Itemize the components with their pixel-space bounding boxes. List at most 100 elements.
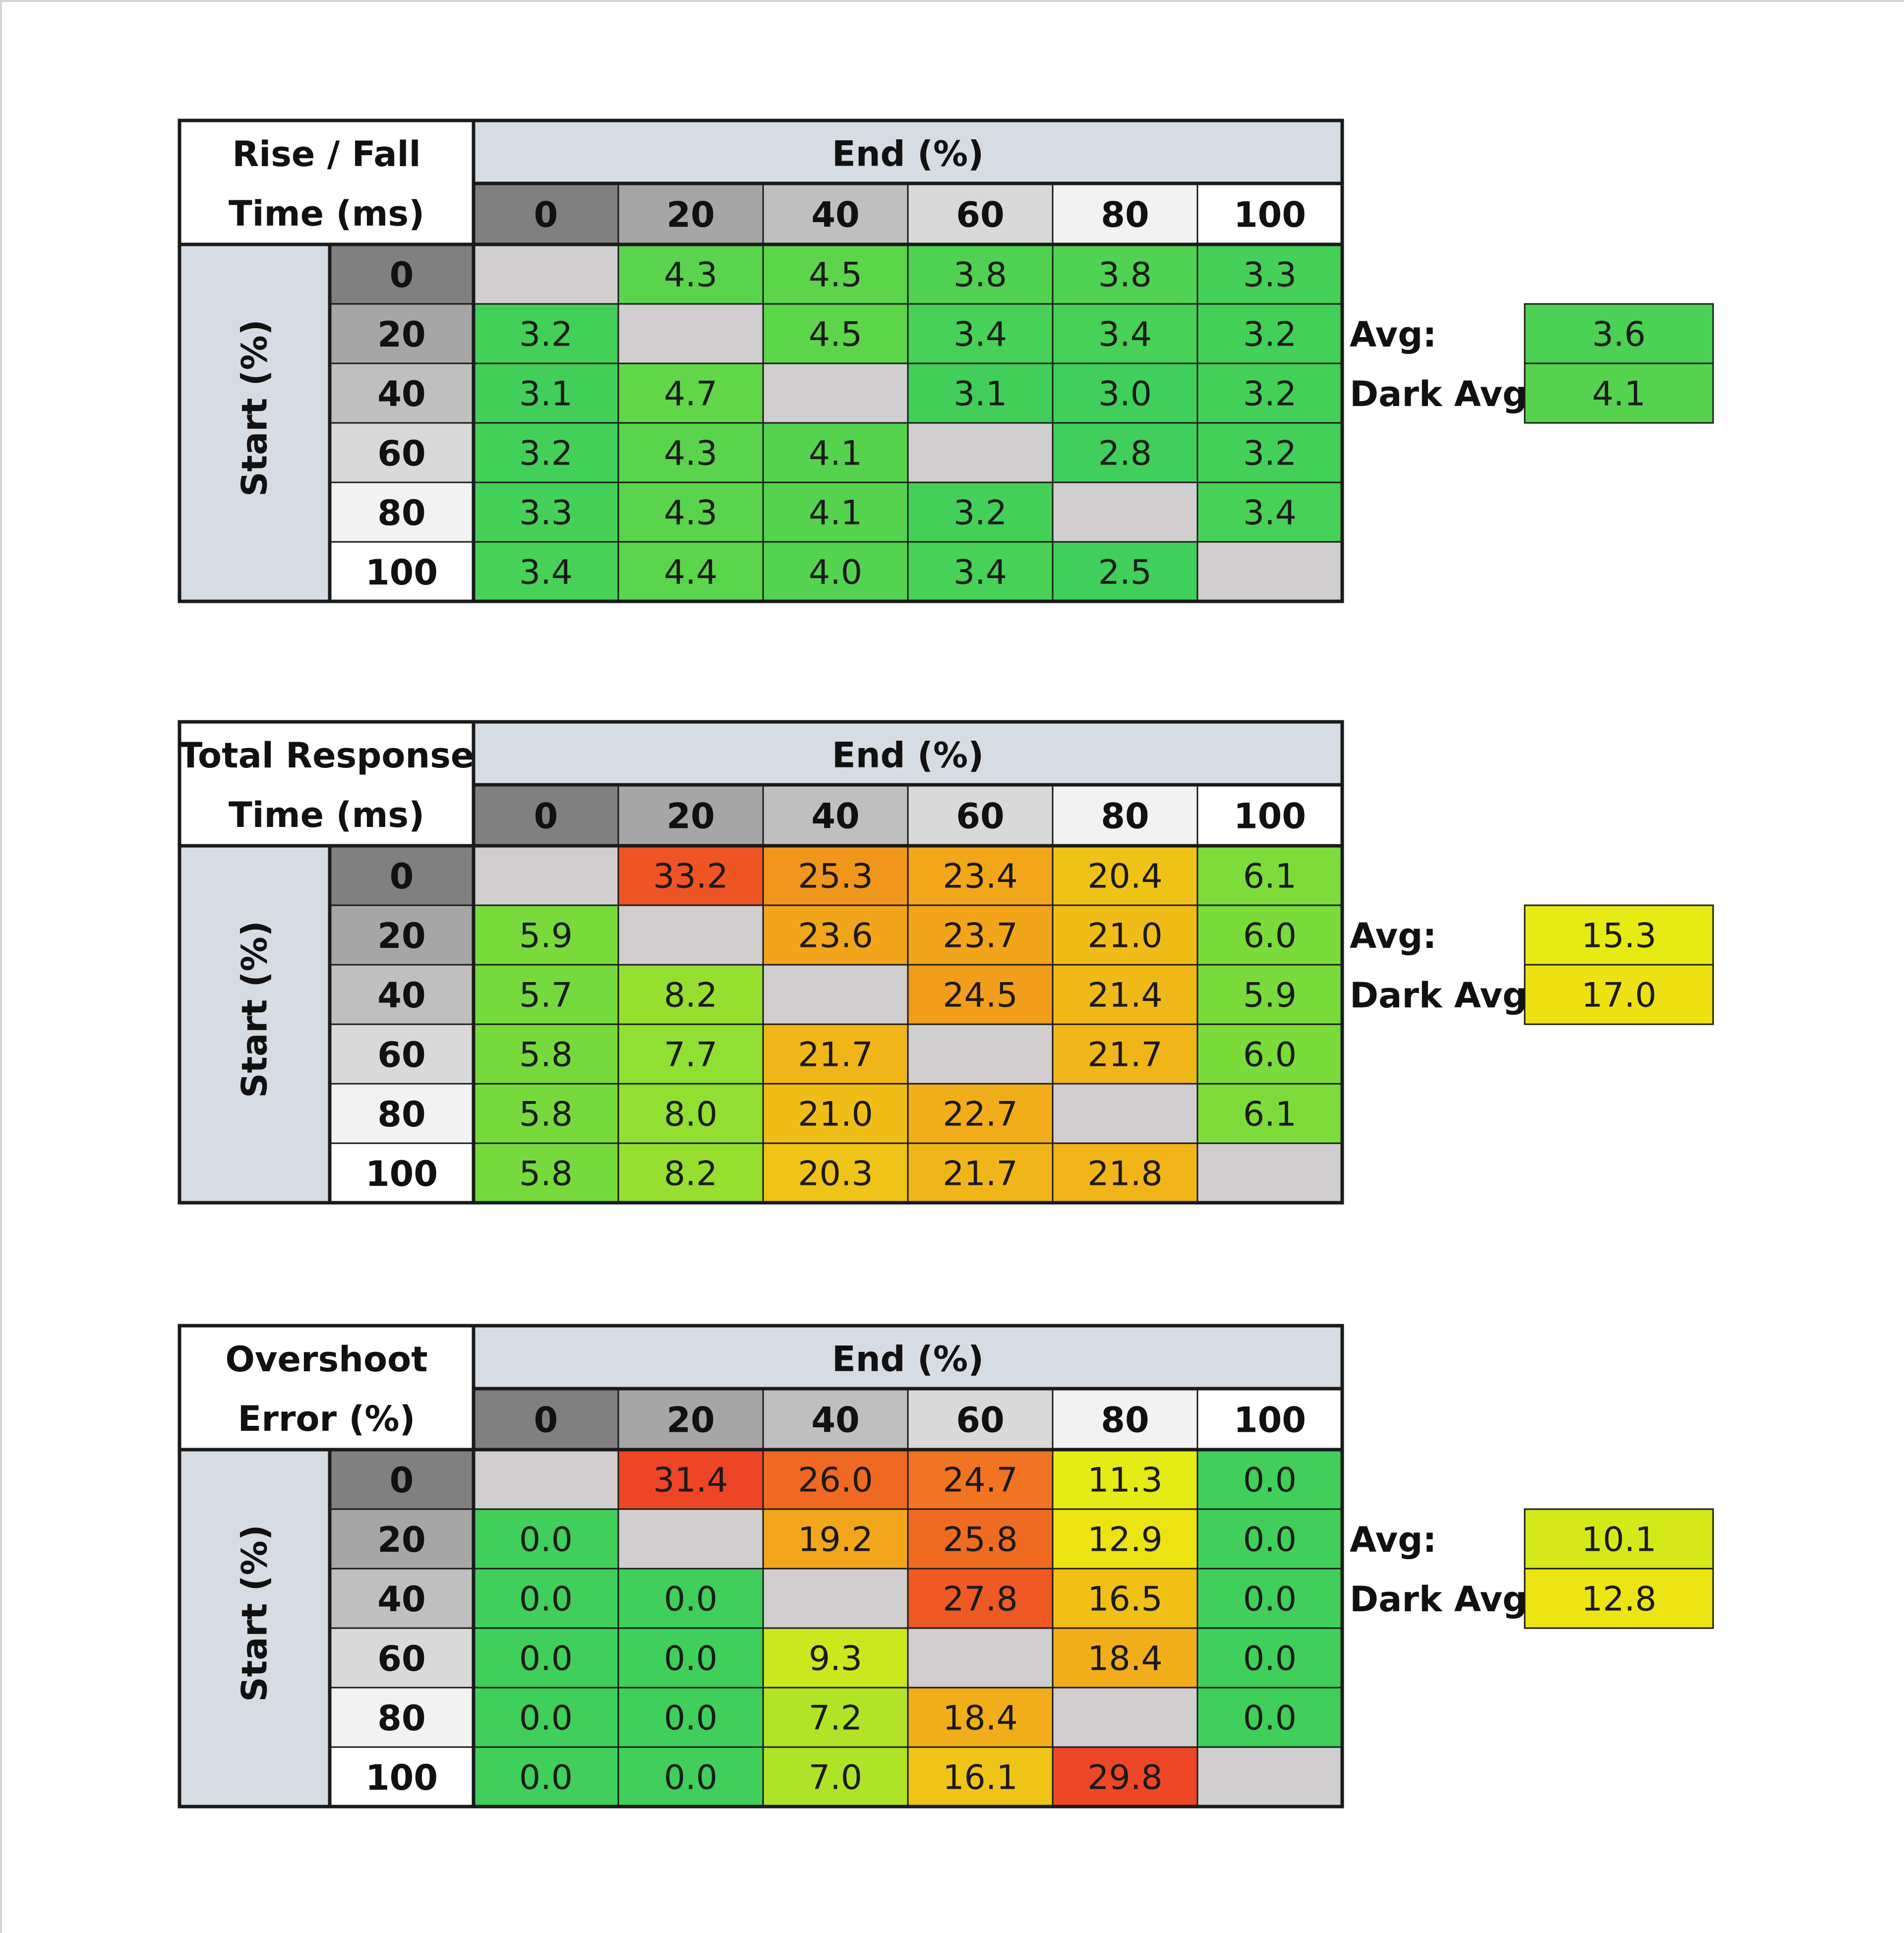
heatmap-cell [1053,304,1197,363]
heatmap-cell [474,905,618,965]
avg-label: Avg: [1350,314,1436,355]
cell-value: 4.5 [809,256,862,295]
heatmap-cell [908,846,1053,905]
col-header-cell [763,183,908,244]
cell-value: 0.0 [1243,1699,1297,1738]
heatmap-cell [1053,1569,1197,1628]
heatmap-cell [618,1143,763,1203]
row-header-label: 20 [377,1520,425,1560]
start-header-cell [179,1450,330,1807]
heatmap-cell [1053,1450,1197,1509]
row-header-cell [330,423,474,482]
cell-value: 3.8 [953,256,1007,295]
chart-title: Rise / Fall [232,134,420,175]
cell-value: 4.3 [664,494,717,533]
heatmap-cell [763,1628,908,1688]
cell-value: 0.0 [519,1699,573,1738]
avg-value: 3.6 [1592,315,1646,354]
heatmap-cell [474,1024,618,1084]
cell-value: 0.0 [664,1580,717,1619]
dark-avg-label: Dark Avg: [1350,1579,1541,1620]
row-header-cell [330,1628,474,1688]
heatmap-cell [1197,1569,1342,1628]
diagonal-blank-cell [618,304,763,363]
cell-value: 21.8 [1087,1155,1162,1194]
heatmap-cell [474,482,618,542]
cell-value: 31.4 [653,1461,728,1500]
cell-value: 6.0 [1243,917,1297,956]
table-border [178,118,1344,603]
col-header-label: 20 [666,1400,714,1441]
heatmap-cell [908,244,1053,304]
cell-value: 23.6 [798,917,873,956]
cell-value: 5.9 [519,917,573,956]
row-header-cell [330,1509,474,1569]
cell-value: 3.2 [1243,315,1297,354]
heatmap-cell [474,1143,618,1203]
heatmap-cell [474,1569,618,1628]
cell-value: 3.4 [519,553,573,592]
col-header-label: 20 [666,796,714,837]
heatmap-cell [618,1450,763,1509]
heatmap-cell [763,846,908,905]
rise-fall-time-chart: 0 20 40 60 80 100 0 20 40 60 80 100 4.3 4.5 3.8 3.8 3.3 3… [0,117,1904,612]
dark-avg-value: 17.0 [1581,976,1656,1015]
cell-value: 0.0 [1243,1461,1297,1500]
cell-value: 27.8 [943,1580,1017,1619]
cell-value: 3.4 [953,315,1007,354]
cell-value: 29.8 [1087,1758,1162,1798]
heatmap-cell [1197,1024,1342,1084]
title-cell [179,120,474,244]
row-header-label: 0 [390,255,414,295]
row-header-label: 0 [390,1460,414,1501]
row-header-label: 80 [377,1094,425,1135]
diagonal-blank-cell [908,1628,1053,1688]
heatmap-cell [474,965,618,1024]
heatmap-cell [1053,1628,1197,1688]
row-header-label: 60 [377,433,425,474]
cell-value: 3.2 [953,494,1007,533]
cell-value: 0.0 [519,1521,573,1560]
outer-borders [178,1324,1344,1809]
col-header-cell [1053,1389,1197,1450]
heatmap-cell [618,363,763,423]
heatmap-cell [1053,965,1197,1024]
row-header-cell [330,1747,474,1807]
cell-value: 0.0 [664,1640,717,1679]
heatmap-cell [474,1688,618,1747]
heatmap-cell [474,304,618,363]
heatmap-cell [618,1688,763,1747]
cell-value: 3.1 [519,375,573,414]
row-header-cell [330,542,474,601]
avg-label: Avg: [1350,916,1436,956]
avg-value-box [1524,904,1714,966]
col-header-cell [474,785,618,846]
row-header-cell [330,846,474,905]
cell-value: 12.9 [1087,1521,1162,1560]
heatmap-cell [474,542,618,601]
col-header-cell [763,785,908,846]
heatmap-cell [618,482,763,542]
cell-value: 21.7 [798,1036,873,1075]
heatmap-cell [908,1450,1053,1509]
heatmap-cell [618,1024,763,1084]
cell-value: 21.4 [1087,976,1162,1015]
cell-value: 23.7 [943,917,1017,956]
cell-value: 4.3 [664,256,717,295]
cell-value: 3.2 [1243,434,1297,473]
heatmap-cell [908,482,1053,542]
col-header-label: 80 [1101,1400,1149,1441]
dark-avg-value: 4.1 [1592,375,1646,414]
heatmap-cell [618,965,763,1024]
col-header-label: 0 [534,796,558,837]
cell-value: 24.7 [943,1461,1017,1500]
heatmap-cell [763,1143,908,1203]
overshoot-error-chart: 0 20 40 60 80 100 0 20 40 60 80 100 31.4 26.0 24.7 11.3… [0,1322,1904,1817]
heatmap-cell [1053,244,1197,304]
cell-value: 22.7 [943,1095,1017,1134]
diagonal-blank-cell [1197,1143,1342,1203]
heatmap-cell [618,1747,763,1807]
y-axis-label: Start (%) [235,1524,275,1702]
col-header-cell [908,183,1053,244]
cell-value: 5.7 [519,976,573,1015]
